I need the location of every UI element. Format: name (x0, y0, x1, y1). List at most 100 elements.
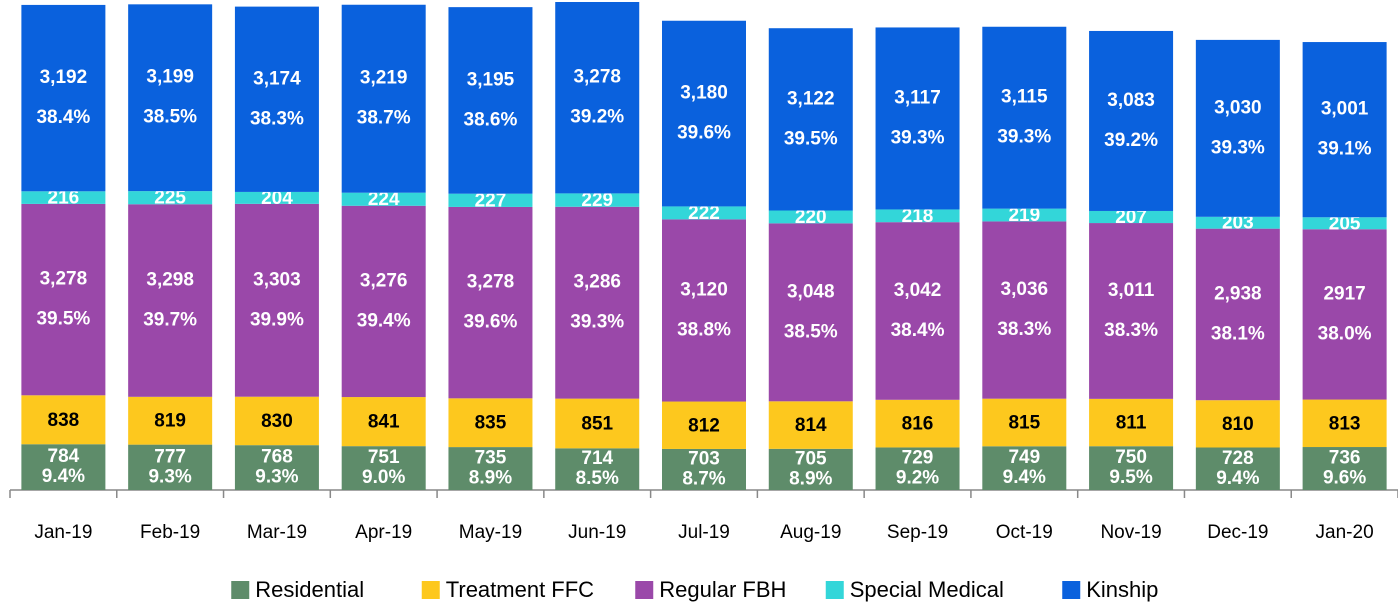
share-label: 39.3% (1211, 137, 1265, 158)
bar-segment (1089, 210, 1174, 224)
share-label: 38.3% (250, 108, 304, 129)
bar-segment (662, 401, 746, 449)
share-label: 38.1% (1211, 323, 1265, 344)
bar-segment (555, 448, 640, 490)
value-label: 812 (688, 415, 720, 436)
share-label: 38.5% (784, 321, 838, 342)
bar-segment (1195, 216, 1280, 229)
share-label: 39.9% (250, 309, 304, 330)
bar-segment (1089, 223, 1174, 399)
value-label: 830 (261, 411, 293, 432)
bar-segment (128, 204, 213, 397)
bar-segment (1302, 217, 1387, 230)
share-label: 38.8% (677, 319, 731, 340)
bar-segment (555, 398, 640, 449)
x-tick-label: Apr-19 (355, 522, 412, 543)
bar-segment (234, 191, 319, 204)
value-label: 768 (261, 447, 293, 468)
value-label: 3,276 (360, 270, 408, 291)
bar-segment (1195, 400, 1280, 448)
value-label: 3,011 (1108, 280, 1155, 301)
value-label: 851 (581, 413, 613, 434)
legend-swatch (231, 581, 250, 599)
value-label: 3,083 (1107, 90, 1155, 111)
bar-segment (1195, 228, 1280, 401)
bar-segment (768, 28, 853, 211)
value-label: 736 (1329, 448, 1361, 469)
bar-segment (555, 193, 640, 207)
share-label: 9.0% (362, 467, 405, 488)
bar-segment (1302, 447, 1387, 490)
value-label: 3,048 (787, 281, 835, 302)
value-label: 841 (368, 412, 400, 433)
bar-segment (1195, 447, 1280, 490)
value-label: 3,117 (894, 87, 941, 108)
share-label: 9.5% (1109, 467, 1152, 488)
share-label: 39.5% (784, 128, 838, 149)
value-label: 225 (154, 188, 186, 209)
value-label: 777 (154, 446, 186, 467)
share-label: 38.4% (891, 320, 945, 341)
share-label: 9.3% (148, 466, 191, 487)
bar-segment (448, 7, 533, 194)
bar-segment (875, 222, 960, 400)
value-label: 3,195 (467, 69, 515, 90)
x-tick-label: Mar-19 (247, 522, 307, 543)
value-label: 735 (475, 448, 507, 469)
share-label: 9.4% (1003, 467, 1046, 488)
bar-segment (555, 2, 640, 194)
bar-segment (982, 221, 1067, 399)
bar-segment (662, 219, 746, 402)
share-label: 39.2% (570, 107, 624, 128)
share-label: 39.3% (997, 127, 1051, 148)
value-label: 728 (1222, 448, 1254, 469)
x-tick-label: Feb-19 (140, 522, 200, 543)
x-tick-label: Jan-20 (1316, 522, 1374, 543)
share-label: 9.2% (896, 468, 939, 489)
x-tick-label: Nov-19 (1100, 522, 1161, 543)
value-label: 222 (688, 203, 720, 224)
bar-segment (1089, 398, 1174, 447)
bar-segment (1195, 39, 1280, 217)
x-tick-label: Jun-19 (568, 522, 626, 543)
bar-segment (768, 210, 853, 224)
value-label: 2917 (1323, 283, 1365, 304)
bar-segment (768, 448, 853, 490)
value-label: 714 (581, 448, 613, 469)
value-label: 784 (48, 446, 80, 467)
value-label: 751 (368, 447, 400, 468)
value-label: 224 (368, 189, 400, 210)
legend-label: Special Medical (850, 577, 1004, 602)
share-label: 38.7% (357, 108, 411, 129)
share-label: 39.1% (1318, 139, 1372, 160)
bar-segment (1302, 229, 1387, 400)
bar-segment (21, 4, 106, 192)
bar-segment (448, 206, 533, 399)
value-label: 3,122 (787, 88, 835, 109)
bar-segment (448, 447, 533, 490)
x-tick-label: Jan-19 (34, 522, 92, 543)
value-label: 3,278 (40, 269, 88, 290)
value-label: 205 (1329, 213, 1361, 234)
value-label: 3,278 (573, 67, 621, 88)
share-label: 38.0% (1318, 323, 1372, 344)
share-label: 39.3% (891, 127, 945, 148)
value-label: 705 (795, 448, 827, 469)
bar-segment (982, 398, 1067, 447)
legend-label: Regular FBH (659, 577, 786, 602)
x-tick-label: May-19 (459, 522, 522, 543)
value-label: 819 (154, 411, 186, 432)
x-tick-label: Sep-19 (887, 522, 948, 543)
share-label: 38.3% (1104, 320, 1158, 341)
bar-segment (768, 223, 853, 402)
bar-segment (448, 398, 533, 448)
value-label: 3,303 (253, 269, 301, 290)
value-label: 703 (688, 448, 720, 469)
bar-segment (21, 191, 106, 204)
legend-label: Residential (255, 577, 364, 602)
value-label: 229 (581, 190, 613, 211)
bar-segment (341, 4, 426, 193)
share-label: 8.7% (682, 468, 725, 489)
bar-segment (234, 445, 319, 490)
